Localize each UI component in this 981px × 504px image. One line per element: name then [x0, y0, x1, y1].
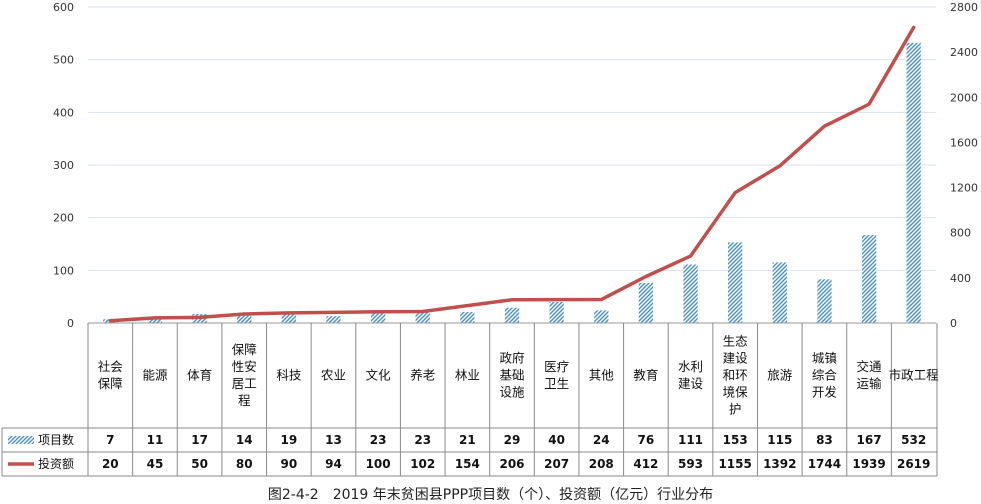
legend-label-bar: 项目数	[38, 432, 74, 447]
chart: 0 100 200 300 400 500 600 0 400 800 1200 1600 2000 24…	[1, 1, 978, 477]
y-left-tick-label: 200	[53, 212, 74, 225]
data-label-count: 23	[370, 433, 387, 447]
x-tick-label: 教育	[633, 368, 658, 383]
bar	[370, 310, 386, 323]
x-tick-label: 科技	[276, 368, 302, 383]
x-tick-label: 市政工程	[889, 368, 940, 383]
data-label-count: 115	[767, 433, 792, 447]
data-table	[1, 323, 938, 477]
x-tick-label: 林业	[455, 368, 480, 383]
data-label-count: 7	[106, 433, 114, 447]
bar	[460, 311, 475, 323]
y-left-tick-label: 600	[53, 1, 74, 14]
bar	[326, 316, 341, 323]
data-label-investment: 80	[236, 457, 253, 471]
y-right-tick-label: 1600	[950, 136, 978, 149]
data-label-count: 76	[638, 433, 655, 447]
x-tick-label: 其他	[589, 368, 615, 383]
bar	[504, 307, 520, 323]
bar	[861, 235, 877, 323]
data-label-investment: 412	[633, 457, 658, 471]
bar	[728, 242, 743, 323]
data-label-count: 111	[678, 433, 703, 447]
y-right-tick-label: 1200	[950, 182, 978, 195]
x-tick-label: 文化	[366, 368, 392, 383]
data-label-count: 19	[280, 433, 297, 447]
data-label-investment: 1155	[718, 457, 751, 471]
data-label-count: 21	[459, 433, 476, 447]
x-tick-label: 旅游	[767, 368, 793, 383]
x-tick-label: 社会保障	[98, 359, 124, 391]
data-label-investment: 593	[678, 457, 703, 471]
x-tick-label: 养老	[410, 368, 435, 383]
y-right-tick-label: 0	[950, 317, 957, 330]
x-tick-label: 生态建设和环境保护	[723, 334, 749, 417]
data-label-investment: 1939	[852, 457, 885, 471]
data-label-count: 23	[414, 433, 431, 447]
y-left-tick-label: 0	[67, 317, 74, 330]
x-tick-label: 能源	[142, 368, 168, 383]
y-left-tick-label: 400	[53, 106, 74, 119]
data-label-count: 14	[236, 433, 253, 447]
y-right-tick-label: 2800	[950, 1, 978, 14]
x-tick-label: 保障性安居工程	[232, 342, 257, 408]
bar	[906, 42, 921, 324]
bar	[237, 315, 252, 323]
bar	[549, 301, 564, 323]
bar	[147, 317, 163, 323]
x-tick-label: 农业	[321, 368, 346, 383]
data-label-investment: 207	[544, 457, 569, 471]
x-tick-label: 交通运输	[857, 359, 883, 391]
data-label-investment: 2619	[897, 457, 930, 471]
data-label-investment: 206	[499, 457, 524, 471]
data-label-investment: 1392	[763, 457, 796, 471]
investment-line	[108, 25, 916, 323]
data-label-investment: 154	[455, 457, 480, 471]
data-label-count: 153	[723, 433, 748, 447]
data-label-count: 532	[901, 433, 926, 447]
data-label-investment: 90	[280, 457, 297, 471]
data-label-count: 167	[857, 433, 882, 447]
bar	[638, 282, 654, 323]
bar	[683, 264, 698, 323]
legend-swatch-bar	[8, 436, 34, 444]
chart-caption: 图2-4-2 2019 年末贫困县PPP项目数（个）、投资额（亿元）行业分布	[267, 487, 714, 503]
data-label-investment: 94	[325, 457, 342, 471]
data-label-investment: 20	[102, 457, 119, 471]
y-right-tick-label: 800	[950, 227, 971, 240]
bar	[281, 312, 296, 323]
y-right-tick-label: 2400	[950, 46, 978, 59]
data-label-investment: 1744	[808, 457, 841, 471]
data-label-investment: 100	[366, 457, 391, 471]
bar	[817, 279, 832, 323]
y-right-tick-label: 2000	[950, 91, 978, 104]
data-label-investment: 45	[147, 457, 164, 471]
data-label-investment: 208	[589, 457, 614, 471]
bar	[772, 262, 787, 323]
bar	[415, 310, 430, 323]
y-left-tick-label: 300	[53, 159, 74, 172]
data-label-count: 11	[147, 433, 164, 447]
data-label-count: 29	[504, 433, 521, 447]
data-label-investment: 102	[410, 457, 435, 471]
x-tick-label: 水利建设	[678, 359, 704, 391]
data-label-count: 17	[191, 433, 208, 447]
legend-label-line: 投资额	[38, 456, 74, 471]
y-left-tick-label: 500	[53, 54, 74, 67]
bar	[594, 310, 609, 323]
x-tick-label: 政府基础设施	[499, 351, 525, 400]
x-tick-label: 医疗卫生	[544, 359, 569, 391]
data-label-count: 83	[816, 433, 833, 447]
y-left-tick-label: 100	[53, 264, 74, 277]
y-right-tick-label: 400	[950, 272, 971, 285]
x-tick-label: 城镇综合开发	[812, 351, 838, 400]
data-label-count: 40	[548, 433, 565, 447]
x-tick-label: 体育	[187, 368, 212, 383]
data-label-investment: 50	[191, 457, 208, 471]
data-label-count: 24	[593, 433, 610, 447]
data-label-count: 13	[325, 433, 342, 447]
